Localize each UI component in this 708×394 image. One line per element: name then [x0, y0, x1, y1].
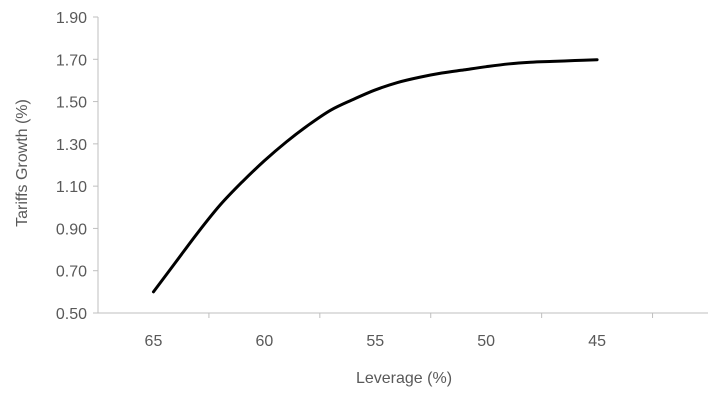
axes: [93, 17, 708, 318]
y-tick-label: 0.70: [56, 264, 87, 281]
y-axis-tick-labels: 0.50 0.70 0.90 1.10 1.30 1.50 1.70 1.90: [56, 10, 87, 323]
x-axis-tick-labels: 65 60 55 50 45: [145, 333, 607, 350]
x-tick-label: 60: [255, 333, 273, 350]
y-tick-label: 1.30: [56, 137, 87, 154]
y-tick-label: 1.70: [56, 52, 87, 69]
y-tick-label: 1.50: [56, 95, 87, 112]
y-tick-label: 0.90: [56, 221, 87, 238]
y-tick-label: 1.10: [56, 179, 87, 196]
series-layer: [153, 60, 597, 292]
y-tick-label: 0.50: [56, 306, 87, 323]
x-tick-label: 50: [477, 333, 495, 350]
x-tick-label: 45: [588, 333, 606, 350]
y-tick-label: 1.90: [56, 10, 87, 27]
x-tick-label: 55: [366, 333, 384, 350]
series-line-0: [153, 60, 597, 292]
x-axis-title: Leverage (%): [356, 370, 452, 387]
x-tick-label: 65: [145, 333, 163, 350]
y-axis-title: Tariffs Growth (%): [14, 99, 31, 227]
